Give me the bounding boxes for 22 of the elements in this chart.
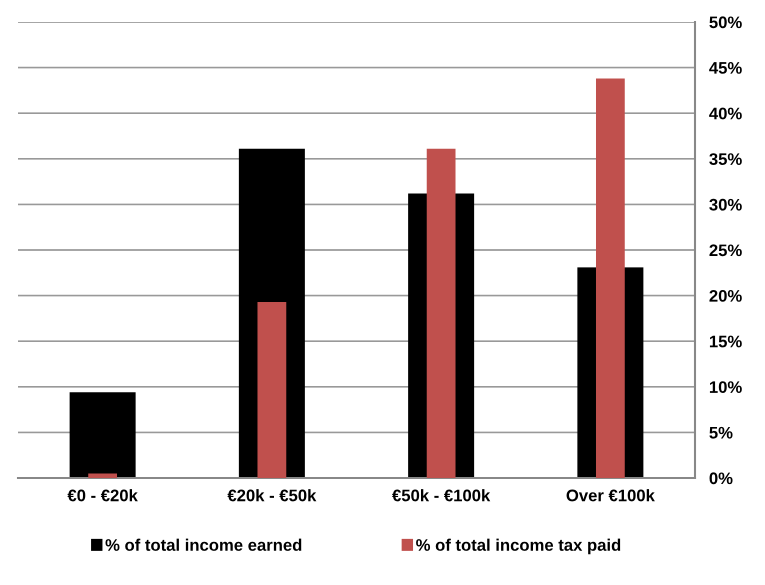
bar: [88, 473, 118, 478]
bar: [257, 302, 286, 478]
bar: [70, 392, 136, 478]
legend-label: % of total income tax paid: [416, 538, 620, 554]
bar: [596, 78, 625, 478]
bar: [426, 148, 456, 478]
y-tick-label: 5%: [709, 426, 733, 439]
y-tick-label: 10%: [710, 381, 742, 394]
y-tick-label: 45%: [709, 62, 742, 74]
x-tick-label: Over €100k: [566, 489, 655, 502]
x-tick-label: €0 - €20k: [67, 489, 138, 502]
x-tick-label: €50k - €100k: [392, 489, 490, 502]
y-tick-label: 15%: [710, 336, 742, 348]
y-tick-label: 40%: [709, 108, 742, 120]
y-tick-label: 30%: [709, 198, 742, 211]
y-tick-label: 25%: [709, 244, 742, 256]
x-tick-label: €20k - €50k: [227, 489, 316, 502]
legend-label: % of total income earned: [106, 538, 302, 551]
y-tick-label: 20%: [709, 290, 742, 302]
y-tick-label: 35%: [709, 153, 742, 166]
y-tick-label: 0%: [710, 472, 733, 484]
y-tick-label: 50%: [709, 16, 742, 28]
